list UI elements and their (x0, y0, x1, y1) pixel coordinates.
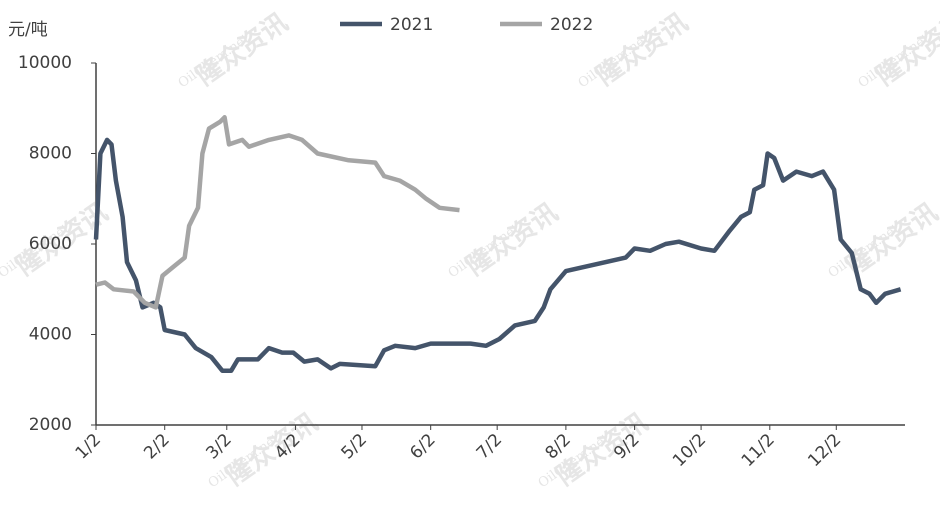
y-tick-label: 8000 (29, 144, 72, 164)
y-tick-label: 10000 (18, 53, 72, 73)
x-tick-label: 2/2 (140, 430, 173, 463)
legend-label: 2022 (550, 15, 593, 35)
y-tick-label: 6000 (29, 234, 72, 254)
y-axis-label: 元/吨 (8, 20, 48, 40)
y-tick-label: 2000 (29, 415, 72, 435)
x-tick-label: 12/2 (804, 430, 845, 471)
line-series (93, 137, 902, 373)
x-tick-label: 1/2 (72, 430, 105, 463)
x-tick-label: 10/2 (669, 430, 710, 471)
x-tick-label: 7/2 (473, 430, 506, 463)
x-tick-label: 5/2 (338, 430, 371, 463)
y-tick-label: 4000 (29, 325, 72, 345)
legend-label: 2021 (390, 15, 433, 35)
x-tick-label: 6/2 (406, 430, 439, 463)
x-tick-label: 3/2 (202, 430, 235, 463)
x-tick-label: 11/2 (738, 430, 779, 471)
line-series (95, 115, 460, 310)
